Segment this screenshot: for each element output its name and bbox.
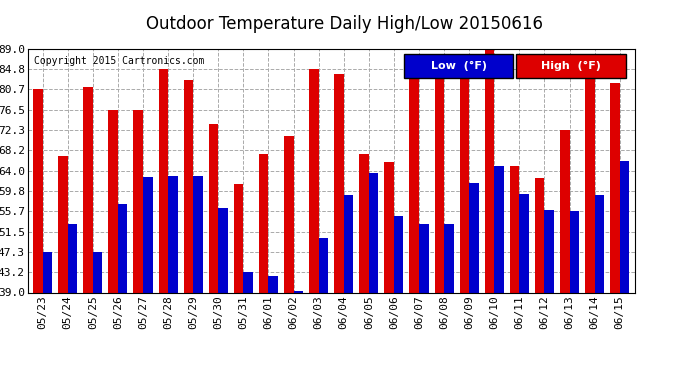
Bar: [309, 69, 319, 292]
Bar: [359, 154, 369, 292]
Bar: [68, 224, 77, 292]
Bar: [494, 166, 504, 292]
Bar: [108, 110, 118, 292]
Text: Low  (°F): Low (°F): [431, 61, 486, 71]
Bar: [535, 178, 544, 292]
Bar: [218, 208, 228, 292]
Bar: [209, 124, 218, 292]
Bar: [234, 184, 244, 292]
Bar: [143, 177, 152, 292]
Bar: [293, 291, 303, 292]
Bar: [369, 173, 378, 292]
Text: Outdoor Temperature Daily High/Low 20150616: Outdoor Temperature Daily High/Low 20150…: [146, 15, 544, 33]
Bar: [444, 224, 453, 292]
Bar: [610, 83, 620, 292]
Bar: [93, 252, 102, 292]
Bar: [133, 110, 143, 292]
Text: High  (°F): High (°F): [541, 61, 601, 71]
Bar: [159, 69, 168, 292]
Bar: [485, 49, 494, 292]
Bar: [435, 76, 444, 292]
Bar: [620, 161, 629, 292]
Bar: [268, 276, 278, 292]
Bar: [384, 162, 394, 292]
Bar: [58, 156, 68, 292]
Bar: [419, 224, 428, 292]
Bar: [184, 80, 193, 292]
Bar: [168, 176, 177, 292]
Bar: [544, 210, 554, 292]
Bar: [595, 195, 604, 292]
Bar: [33, 89, 43, 292]
Bar: [193, 176, 203, 292]
Bar: [585, 69, 595, 292]
Bar: [259, 154, 268, 292]
Bar: [319, 238, 328, 292]
Bar: [460, 58, 469, 292]
Bar: [394, 216, 404, 292]
FancyBboxPatch shape: [516, 54, 626, 78]
Bar: [334, 74, 344, 292]
Bar: [344, 195, 353, 292]
Bar: [520, 194, 529, 292]
Bar: [83, 87, 93, 292]
Bar: [244, 272, 253, 292]
FancyBboxPatch shape: [404, 54, 513, 78]
Text: Copyright 2015 Cartronics.com: Copyright 2015 Cartronics.com: [34, 56, 204, 66]
Bar: [409, 69, 419, 292]
Bar: [43, 252, 52, 292]
Bar: [284, 136, 293, 292]
Bar: [510, 166, 520, 292]
Bar: [118, 204, 128, 292]
Bar: [569, 211, 579, 292]
Bar: [560, 130, 569, 292]
Bar: [469, 183, 479, 292]
